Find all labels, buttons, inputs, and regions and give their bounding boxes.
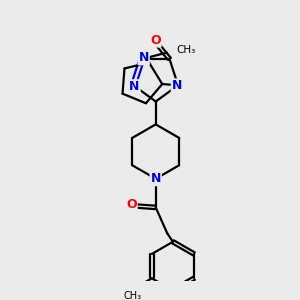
Text: CH₃: CH₃	[124, 291, 142, 300]
Text: N: N	[172, 79, 182, 92]
Text: N: N	[129, 80, 140, 93]
Text: N: N	[139, 51, 149, 64]
Text: CH₃: CH₃	[176, 45, 195, 55]
Text: O: O	[150, 34, 160, 46]
Text: N: N	[151, 172, 161, 185]
Text: O: O	[126, 198, 137, 211]
